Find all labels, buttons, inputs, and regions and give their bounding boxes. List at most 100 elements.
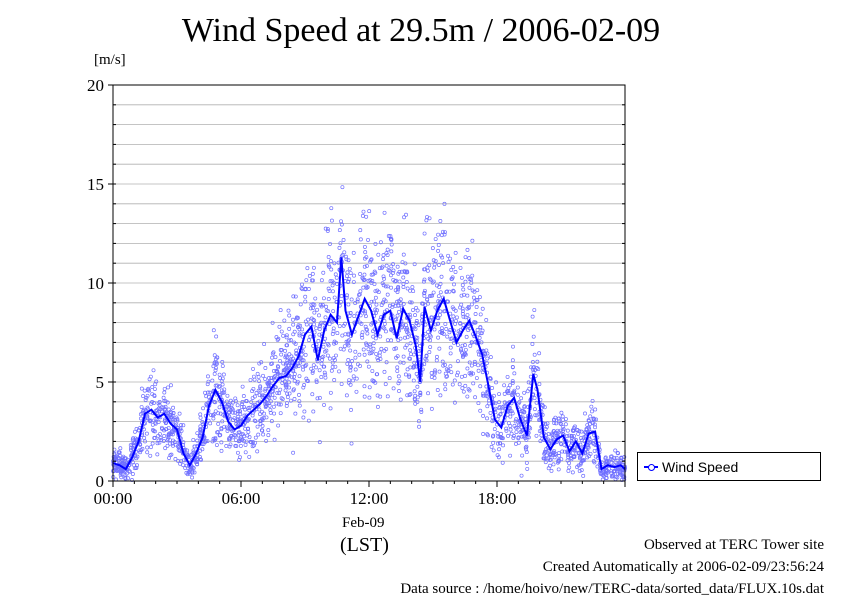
scatter-point <box>490 419 495 424</box>
scatter-point <box>531 367 536 372</box>
scatter-point <box>151 368 156 373</box>
scatter-point <box>363 309 367 314</box>
scatter-point <box>242 405 247 410</box>
scatter-point <box>301 367 306 372</box>
scatter-point <box>400 325 404 330</box>
scatter-point <box>257 393 262 398</box>
scatter-point <box>438 330 443 334</box>
scatter-point <box>504 428 509 433</box>
scatter-point <box>501 443 506 448</box>
scatter-point <box>240 399 245 404</box>
scatter-point <box>439 326 444 331</box>
scatter-point <box>291 388 296 393</box>
scatter-point <box>427 294 432 298</box>
scatter-point <box>412 389 417 394</box>
scatter-point <box>205 439 210 444</box>
scatter-point <box>252 418 257 423</box>
scatter-point <box>314 365 318 370</box>
scatter-point <box>298 356 303 361</box>
scatter-point <box>174 422 179 427</box>
scatter-point <box>257 379 262 384</box>
scatter-point <box>247 408 252 413</box>
scatter-point <box>443 230 447 235</box>
scatter-point <box>447 330 452 335</box>
scatter-point <box>283 348 288 353</box>
scatter-point <box>119 475 124 480</box>
scatter-point <box>134 466 139 470</box>
scatter-point <box>508 383 512 388</box>
scatter-point <box>423 267 427 272</box>
scatter-point <box>142 388 147 393</box>
scatter-point <box>264 398 269 402</box>
scatter-point <box>579 459 584 463</box>
scatter-point <box>452 378 457 383</box>
scatter-point <box>336 260 341 265</box>
scatter-point <box>297 392 301 397</box>
scatter-point <box>312 322 316 327</box>
scatter-point <box>543 460 548 465</box>
scatter-point <box>417 424 421 429</box>
scatter-point <box>227 407 232 412</box>
scatter-point <box>434 358 439 363</box>
scatter-point <box>314 378 319 383</box>
scatter-point <box>485 351 490 356</box>
scatter-point <box>505 389 510 394</box>
scatter-point <box>459 275 464 280</box>
scatter-point <box>151 401 156 405</box>
scatter-point <box>285 355 290 359</box>
scatter-point <box>292 372 297 376</box>
scatter-point <box>213 409 218 414</box>
scatter-point <box>433 322 438 327</box>
scatter-point <box>495 431 500 436</box>
y-tick-label: 5 <box>96 373 105 392</box>
scatter-point <box>510 411 515 416</box>
scatter-point <box>344 393 349 398</box>
scatter-point <box>415 384 420 389</box>
scatter-point <box>371 334 376 339</box>
scatter-point <box>436 294 441 299</box>
scatter-point <box>262 342 267 347</box>
scatter-point <box>329 368 334 373</box>
scatter-point <box>308 334 313 339</box>
scatter-point <box>576 450 581 455</box>
scatter-point <box>269 362 274 366</box>
scatter-point <box>364 214 369 219</box>
scatter-point <box>311 363 316 368</box>
scatter-point <box>345 270 350 275</box>
scatter-point <box>130 460 135 465</box>
scatter-point <box>526 380 531 385</box>
scatter-point <box>514 430 519 434</box>
scatter-point <box>397 388 401 393</box>
scatter-point <box>502 391 507 396</box>
scatter-point <box>510 380 515 385</box>
scatter-point <box>224 425 229 430</box>
scatter-point <box>385 338 390 343</box>
scatter-point <box>341 347 346 352</box>
scatter-point <box>297 403 302 408</box>
scatter-point <box>176 458 180 463</box>
scatter-point <box>266 384 271 389</box>
scatter-point <box>295 381 300 386</box>
scatter-point <box>416 419 421 424</box>
scatter-point <box>428 334 433 339</box>
scatter-point <box>143 397 148 402</box>
scatter-point <box>554 421 559 426</box>
scatter-point <box>256 432 261 437</box>
scatter-point <box>330 289 335 294</box>
scatter-point <box>305 266 310 271</box>
scatter-point <box>496 413 501 418</box>
scatter-point <box>150 441 155 446</box>
scatter-point <box>321 270 326 275</box>
scatter-point <box>497 447 502 452</box>
scatter-point <box>317 313 321 318</box>
scatter-point <box>428 345 433 349</box>
scatter-point <box>450 275 455 280</box>
scatter-point <box>284 401 289 405</box>
scatter-point <box>452 400 457 405</box>
scatter-point <box>263 366 268 370</box>
scatter-point <box>238 455 242 460</box>
scatter-point <box>586 418 591 423</box>
scatter-point <box>579 468 584 473</box>
scatter-point <box>199 457 204 462</box>
scatter-point <box>424 218 429 223</box>
